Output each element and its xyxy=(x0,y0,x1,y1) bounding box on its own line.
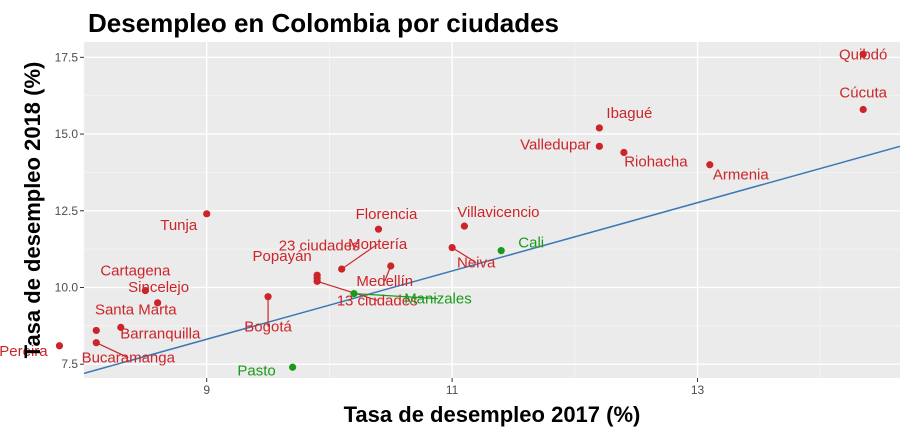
point-marker xyxy=(859,50,867,58)
point-marker xyxy=(350,290,358,298)
y-tick-label: 17.5 xyxy=(55,50,79,64)
point-marker xyxy=(706,161,714,169)
point-label: 23 ciudades xyxy=(279,237,360,254)
x-tick-label: 11 xyxy=(446,383,459,397)
point-label: Cúcuta xyxy=(839,85,887,102)
point-marker xyxy=(595,124,603,132)
point-marker xyxy=(141,286,149,295)
point-medellín: Medellín xyxy=(356,262,413,290)
point-label: Ibagué xyxy=(606,105,652,122)
point-marker xyxy=(620,148,628,157)
point-label: Tunja xyxy=(160,217,198,234)
point-sincelejo: Sincelejo xyxy=(128,279,189,307)
point-marker xyxy=(374,225,383,233)
point-label: Quibdó xyxy=(839,46,887,63)
trend-line xyxy=(83,145,900,375)
point-pereira: Pereira xyxy=(0,342,64,360)
point-popayán: Popayán xyxy=(253,248,321,279)
point-marker xyxy=(313,277,321,285)
label-leader xyxy=(353,293,438,300)
point-label: Medellín xyxy=(356,273,413,290)
point-label: Popayán xyxy=(253,248,312,265)
point-label: Villavicencio xyxy=(457,204,539,221)
axis-ticks: 9 11 13 7.5 10.0 12.5 15.0 17.5 xyxy=(55,50,705,397)
x-tick-label: 13 xyxy=(691,383,705,397)
point-neiva: Neiva xyxy=(448,243,496,272)
y-tick-label: 15.0 xyxy=(55,127,79,141)
point-label: Sincelejo xyxy=(128,279,189,296)
point-marker xyxy=(460,222,468,230)
point-marker xyxy=(313,271,321,279)
point-valledupar: Valledupar xyxy=(520,136,603,153)
plot-panel xyxy=(84,42,900,378)
point-marker xyxy=(387,262,395,270)
point-label: Neiva xyxy=(457,255,496,272)
point-cartagena: Cartagena xyxy=(100,263,171,295)
y-tick-label: 12.5 xyxy=(55,204,79,218)
point-label: Riohacha xyxy=(624,153,688,170)
point-armenia: Armenia xyxy=(706,161,769,184)
point-bogotá: Bogotá xyxy=(244,293,292,336)
point-label: Florencia xyxy=(356,206,418,223)
label-leader xyxy=(96,342,129,359)
point-marker xyxy=(595,142,603,150)
point-label: Armenia xyxy=(713,167,770,184)
point-santa-marta: Santa Marta xyxy=(95,301,177,331)
data-points: Quibdó Cúcuta Ibagué Valledupar Riohacha Arme… xyxy=(0,46,888,379)
point-quibdó: Quibdó xyxy=(839,46,887,63)
label-leader xyxy=(316,280,378,301)
point-label: Manizales xyxy=(404,291,472,308)
point-marker xyxy=(289,363,297,371)
x-tick-label: 9 xyxy=(203,383,210,397)
point-riohacha: Riohacha xyxy=(620,148,688,170)
point-marker xyxy=(497,247,505,255)
point-label: Cartagena xyxy=(100,263,171,280)
y-tick-label: 7.5 xyxy=(61,357,78,371)
grid-minor xyxy=(83,42,900,378)
point-marker xyxy=(338,265,346,273)
point-label: Santa Marta xyxy=(95,301,177,318)
point-ibagué: Ibagué xyxy=(595,105,652,132)
point-label: Bucaramanga xyxy=(82,350,176,367)
point-marker xyxy=(264,293,272,301)
point-florencia: Florencia xyxy=(356,206,418,233)
point-label: Pereira xyxy=(0,343,48,360)
point-manizales: Manizales xyxy=(350,290,472,308)
point-label: Valledupar xyxy=(520,136,591,153)
point-marker xyxy=(203,210,211,218)
point-pasto: Pasto xyxy=(237,362,297,379)
label-leader xyxy=(341,243,379,270)
chart-title: Desempleo en Colombia por ciudades xyxy=(88,8,559,38)
point-barranquilla: Barranquilla xyxy=(92,325,201,342)
x-axis-title: Tasa de desempleo 2017 (%) xyxy=(344,402,641,427)
point-montería: Montería xyxy=(338,236,408,273)
point-tunja: Tunja xyxy=(160,210,211,234)
point-marker xyxy=(55,342,64,350)
point-marker xyxy=(859,105,867,114)
point-label: Cali xyxy=(518,235,544,252)
point-bucaramanga: Bucaramanga xyxy=(82,339,176,367)
y-axis-title: Tasa de desempleo 2018 (%) xyxy=(20,62,45,359)
label-leader xyxy=(451,247,477,264)
y-tick-label: 10.0 xyxy=(55,280,79,294)
grid-major xyxy=(84,42,900,378)
point-label: Barranquilla xyxy=(120,325,201,342)
point-marker xyxy=(448,243,456,252)
point-marker xyxy=(117,323,125,331)
point-label: Pasto xyxy=(237,362,275,379)
point-label: Montería xyxy=(348,236,408,253)
point-marker xyxy=(92,326,100,335)
point-cali: Cali xyxy=(497,235,544,255)
point-villavicencio: Villavicencio xyxy=(457,204,540,230)
point-label: Bogotá xyxy=(244,319,292,336)
point-cúcuta: Cúcuta xyxy=(839,85,888,114)
point-marker xyxy=(154,299,162,307)
point-marker xyxy=(92,339,100,347)
